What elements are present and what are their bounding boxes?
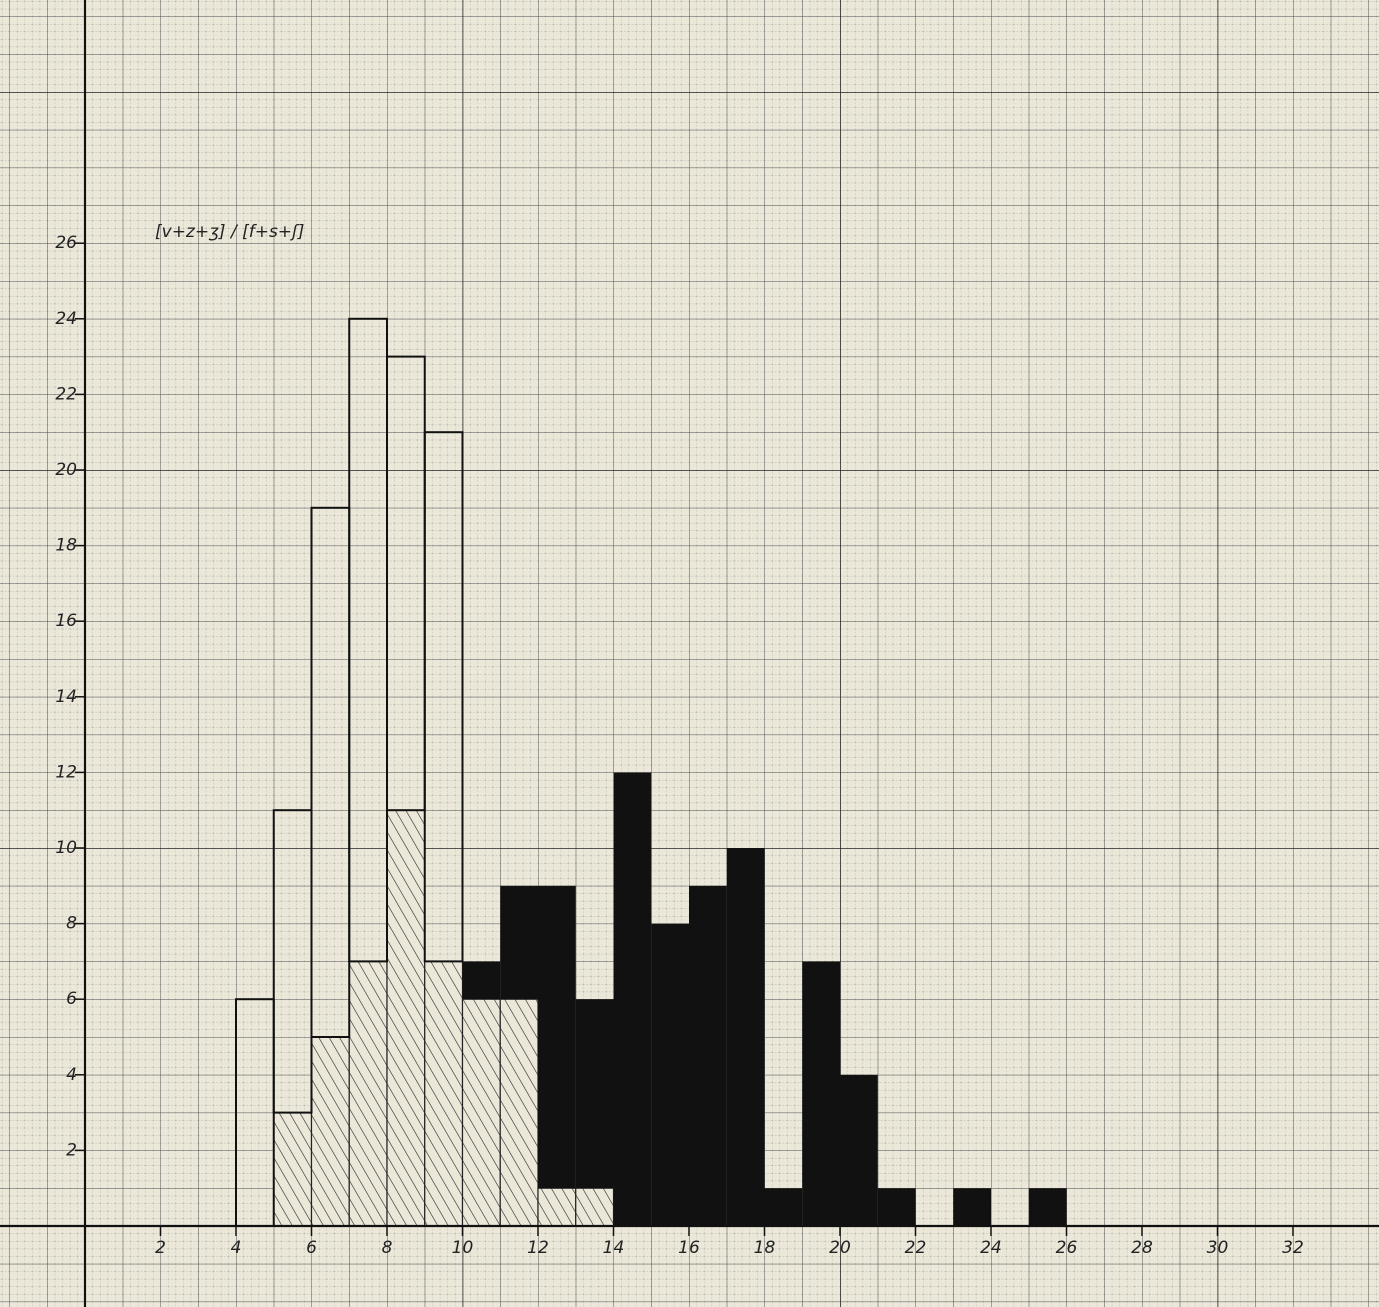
bar	[840, 1075, 878, 1226]
x-tick-label: 14	[603, 1238, 625, 1258]
x-tick-label: 26	[1056, 1238, 1078, 1258]
y-tick-label: 2	[66, 1140, 77, 1160]
y-tick-label: 26	[55, 233, 77, 253]
y-tick-label: 14	[55, 687, 77, 707]
page: 2468101214161820222426283032246810121416…	[0, 0, 1379, 1307]
y-tick-label: 8	[66, 914, 77, 934]
x-tick-label: 10	[452, 1238, 474, 1258]
bar	[765, 1188, 803, 1226]
y-tick-label: 10	[55, 838, 77, 858]
bar	[312, 1037, 350, 1226]
bar	[538, 886, 576, 1188]
bar	[878, 1188, 916, 1226]
bar	[576, 999, 614, 1188]
x-tick-label: 16	[678, 1238, 700, 1258]
y-tick-label: 24	[55, 309, 77, 329]
bar	[651, 924, 689, 1226]
chart: 2468101214161820222426283032246810121416…	[0, 0, 1379, 1307]
bar	[953, 1188, 991, 1226]
bar	[500, 886, 538, 999]
y-tick-label: 4	[66, 1065, 77, 1085]
y-tick-label: 18	[55, 536, 77, 556]
x-tick-label: 30	[1207, 1238, 1229, 1258]
y-tick-label: 22	[55, 384, 77, 404]
bar	[463, 999, 501, 1226]
x-tick-label: 32	[1282, 1238, 1304, 1258]
x-tick-label: 8	[382, 1238, 393, 1258]
bar	[576, 1188, 614, 1226]
bar	[538, 1188, 576, 1226]
chart-title: [v+z+ʒ] / [f+s+ʃ]	[155, 222, 304, 242]
y-tick-label: 12	[55, 762, 77, 782]
bar	[349, 961, 387, 1226]
x-tick-label: 18	[754, 1238, 776, 1258]
bar	[500, 999, 538, 1226]
x-tick-label: 6	[306, 1238, 317, 1258]
bar	[727, 848, 765, 1226]
bar	[614, 772, 652, 1226]
bar	[689, 886, 727, 1226]
bar	[387, 810, 425, 1226]
x-tick-label: 20	[829, 1238, 851, 1258]
y-tick-label: 6	[66, 989, 77, 1009]
x-tick-label: 4	[231, 1238, 242, 1258]
y-tick-label: 16	[55, 611, 77, 631]
y-tick-label: 20	[55, 460, 77, 480]
x-tick-label: 2	[155, 1238, 166, 1258]
bar	[274, 1113, 312, 1226]
x-tick-label: 12	[527, 1238, 549, 1258]
x-tick-label: 22	[905, 1238, 927, 1258]
bar	[802, 961, 840, 1226]
x-tick-label: 24	[980, 1238, 1002, 1258]
x-tick-label: 28	[1131, 1238, 1153, 1258]
bar	[425, 961, 463, 1226]
bar	[1029, 1188, 1067, 1226]
bar	[463, 961, 501, 999]
